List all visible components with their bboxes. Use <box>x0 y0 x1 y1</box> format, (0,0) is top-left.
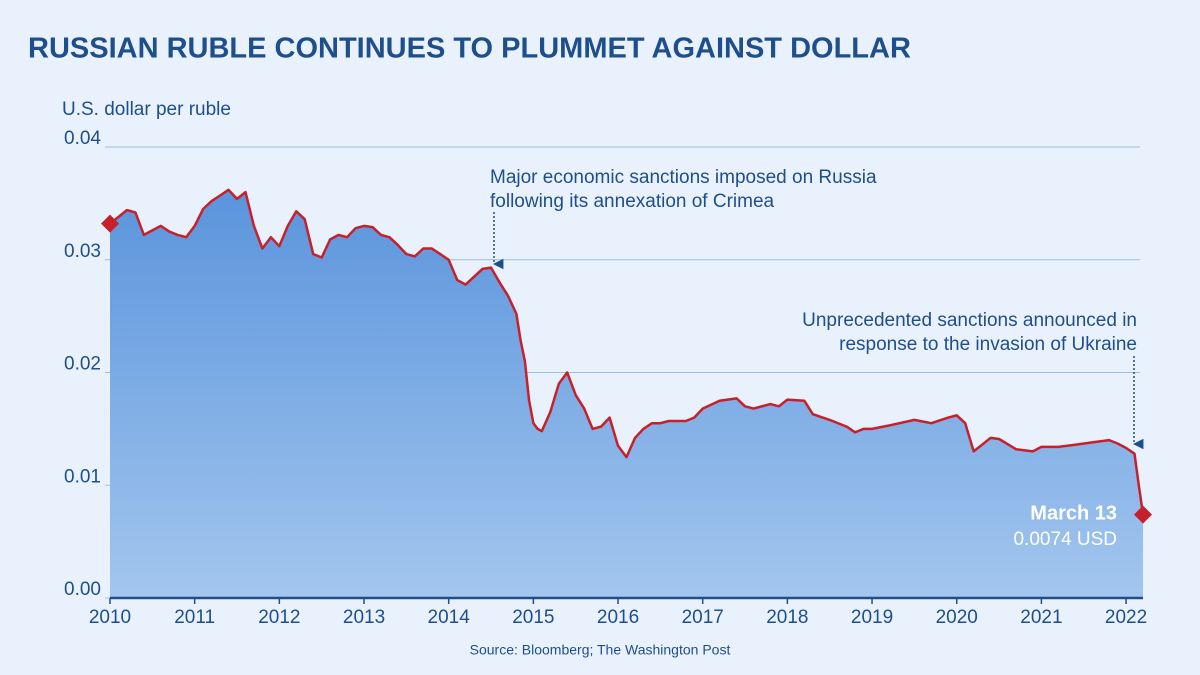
x-tick-label: 2010 <box>89 607 131 628</box>
y-tick-label: 0.02 <box>64 354 101 375</box>
end-label-value: 0.0074 USD <box>1013 529 1117 550</box>
endpoint-marker <box>101 214 119 233</box>
y-tick-label: 0.00 <box>64 579 101 600</box>
annotation-text: Major economic sanctions imposed on Russ… <box>490 167 877 188</box>
x-tick-label: 2021 <box>1020 607 1062 628</box>
x-tick-label: 2022 <box>1105 607 1147 628</box>
line <box>109 188 1145 515</box>
endpoint-marker <box>1134 505 1152 524</box>
area <box>110 189 1143 599</box>
chart-title: RUSSIAN RUBLE CONTINUES TO PLUMMET AGAIN… <box>28 33 911 65</box>
x-tick-label: 2013 <box>343 607 385 628</box>
x-tick-label: 2018 <box>766 607 808 628</box>
y-tick-label: 0.04 <box>64 128 101 149</box>
x-tick-label: 2011 <box>174 607 215 628</box>
x-tick-label: 2015 <box>512 607 554 628</box>
x-tick-label: 2014 <box>428 607 471 628</box>
x-tick-label: 2020 <box>936 607 978 628</box>
annotation-text: following its annexation of Crimea <box>490 191 775 212</box>
x-tick-label: 2017 <box>682 607 724 628</box>
x-tick-label: 2016 <box>597 607 639 628</box>
source: Source: Bloomberg; The Washington Post <box>470 642 731 658</box>
y-axis-label: U.S. dollar per ruble <box>62 99 231 120</box>
x-tick-label: 2012 <box>258 607 300 628</box>
end-label-date: March 13 <box>1030 502 1117 524</box>
annotation-text: response to the invasion of Ukraine <box>839 334 1137 355</box>
y-tick-label: 0.03 <box>64 241 101 262</box>
y-tick-label: 0.01 <box>64 466 101 487</box>
annotation-text: Unprecedented sanctions announced in <box>802 310 1137 331</box>
x-tick-label: 2019 <box>851 607 893 628</box>
